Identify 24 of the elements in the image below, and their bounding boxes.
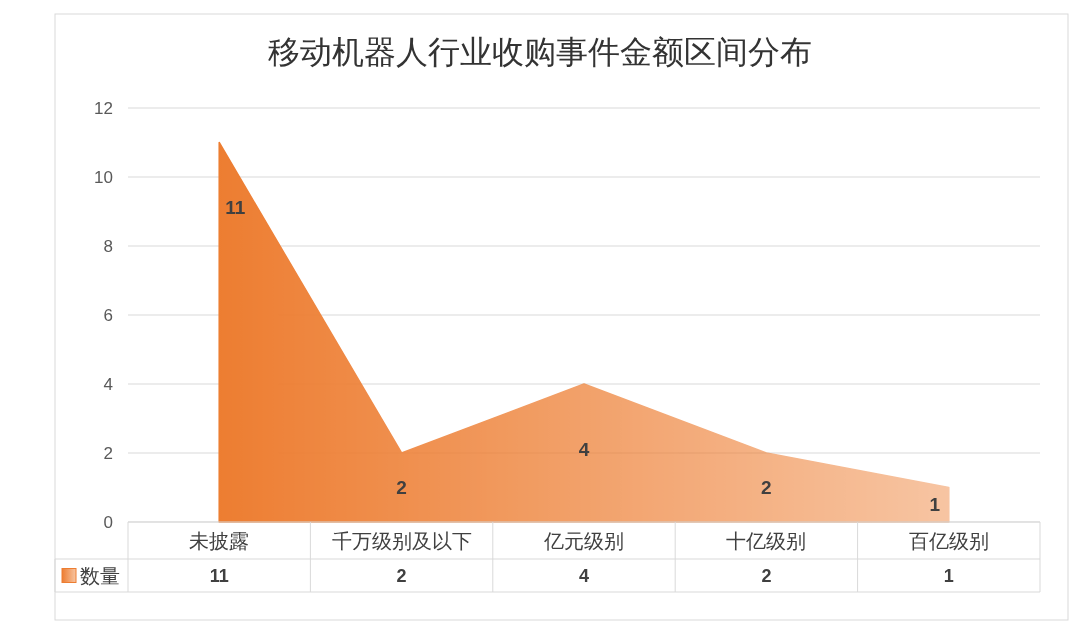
x-tick-label: 亿元级别 (543, 529, 624, 552)
data-label: 1 (943, 565, 954, 586)
data-label: 2 (396, 565, 407, 586)
y-tick-label: 6 (103, 305, 113, 325)
x-tick-label: 十亿级别 (726, 529, 807, 552)
annotation: 1 (929, 494, 941, 516)
y-tick-label: 12 (94, 98, 113, 118)
data-label: 4 (578, 565, 590, 586)
annotation: 2 (761, 477, 772, 499)
annotation: 2 (396, 477, 407, 499)
annotation: 11 (225, 197, 246, 219)
legend-label: 数量 (80, 564, 120, 587)
y-tick-label: 8 (103, 236, 113, 256)
x-tick-label: 百亿级别 (908, 529, 989, 552)
y-tick-label: 0 (103, 512, 113, 532)
x-tick-label: 未披露 (189, 529, 250, 552)
data-label: 2 (761, 565, 772, 586)
y-tick-label: 10 (94, 167, 113, 187)
x-tick-label: 千万级别及以下 (331, 529, 472, 552)
data-label: 11 (209, 565, 229, 586)
y-tick-label: 2 (103, 443, 113, 463)
chart-title: 移动机器人行业收购事件金额区间分布 (268, 34, 812, 70)
y-tick-label: 4 (103, 374, 113, 394)
annotation: 4 (578, 438, 590, 460)
